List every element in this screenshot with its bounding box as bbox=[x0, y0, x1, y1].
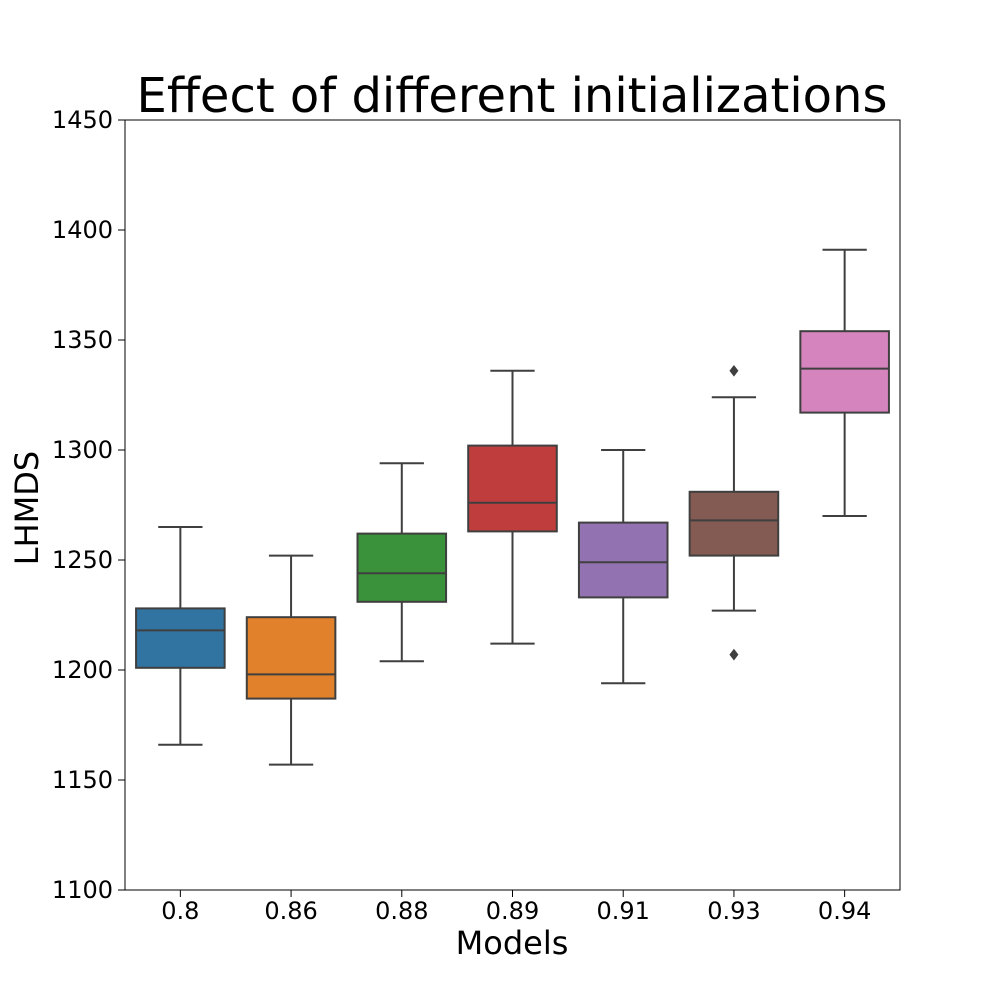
box-body bbox=[799, 330, 890, 414]
y-tick-label: 1450 bbox=[52, 106, 113, 134]
y-tick-label: 1250 bbox=[52, 546, 113, 574]
box-body bbox=[245, 616, 337, 700]
box-0-8 bbox=[135, 526, 226, 746]
x-tick-label: 0.8 bbox=[161, 897, 199, 925]
box-0-89 bbox=[467, 369, 558, 645]
box-body bbox=[467, 444, 558, 533]
x-tick-label: 0.94 bbox=[818, 897, 871, 925]
chart-title: Effect of different initializations bbox=[137, 68, 888, 124]
y-tick-label: 1200 bbox=[52, 656, 113, 684]
x-tick-label: 0.88 bbox=[375, 897, 428, 925]
y-tick-label: 1150 bbox=[52, 766, 113, 794]
y-axis-label: LHMDS bbox=[8, 451, 46, 565]
x-tick-label: 0.91 bbox=[596, 897, 649, 925]
outlier-point bbox=[729, 364, 739, 377]
y-tick-label: 1100 bbox=[52, 876, 113, 904]
x-tick-label: 0.86 bbox=[264, 897, 317, 925]
box-body bbox=[135, 607, 226, 669]
box-body bbox=[577, 521, 669, 599]
y-tick-label: 1350 bbox=[52, 326, 113, 354]
y-tick-label: 1400 bbox=[52, 216, 113, 244]
x-tick-label: 0.89 bbox=[486, 897, 539, 925]
plot-area bbox=[135, 248, 890, 766]
y-tick-label: 1300 bbox=[52, 436, 113, 464]
x-axis-label: Models bbox=[456, 924, 569, 962]
box-0-94 bbox=[799, 248, 890, 517]
box-body bbox=[688, 490, 780, 557]
box-body bbox=[356, 532, 448, 603]
outlier-point bbox=[729, 648, 739, 661]
box-0-88 bbox=[356, 462, 448, 663]
box-0-86 bbox=[245, 554, 337, 766]
box-0-91 bbox=[577, 449, 669, 685]
x-tick-label: 0.93 bbox=[707, 897, 760, 925]
box-0-93 bbox=[688, 364, 780, 661]
